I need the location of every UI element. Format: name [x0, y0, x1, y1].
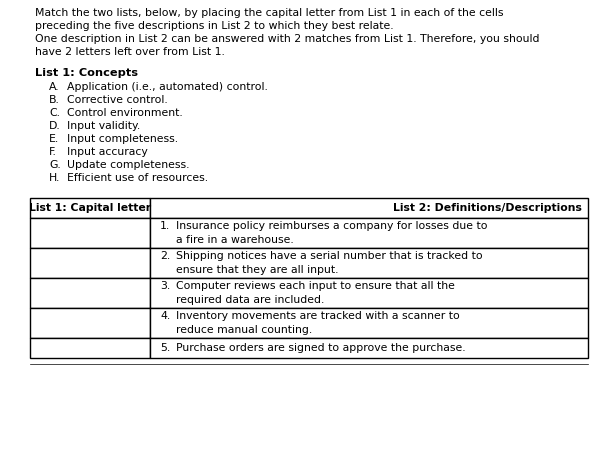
Bar	[30, 248, 150, 278]
Bar	[30, 338, 150, 358]
Bar	[30, 308, 150, 338]
Bar	[150, 198, 588, 218]
Text: Purchase orders are signed to approve the purchase.: Purchase orders are signed to approve th…	[176, 343, 466, 353]
Text: have 2 letters left over from List 1.: have 2 letters left over from List 1.	[35, 47, 225, 57]
Text: D.: D.	[49, 121, 61, 131]
Text: H.: H.	[49, 173, 60, 183]
Text: reduce manual counting.: reduce manual counting.	[176, 325, 312, 335]
Text: Application (i.e., automated) control.: Application (i.e., automated) control.	[67, 82, 268, 92]
Text: F.: F.	[49, 147, 57, 157]
Bar	[150, 278, 588, 308]
Text: 4.: 4.	[160, 311, 170, 321]
Text: 2.: 2.	[160, 251, 170, 261]
Text: required data are included.: required data are included.	[176, 295, 324, 305]
Text: a fire in a warehouse.: a fire in a warehouse.	[176, 235, 294, 245]
Text: List 1: Concepts: List 1: Concepts	[35, 68, 138, 78]
Bar	[150, 338, 588, 358]
Text: One description in List 2 can be answered with 2 matches from List 1. Therefore,: One description in List 2 can be answere…	[35, 34, 539, 44]
Text: preceding the five descriptions in List 2 to which they best relate.: preceding the five descriptions in List …	[35, 21, 394, 31]
Text: Inventory movements are tracked with a scanner to: Inventory movements are tracked with a s…	[176, 311, 460, 321]
Text: Control environment.: Control environment.	[67, 108, 183, 118]
Bar	[30, 278, 150, 308]
Text: Efficient use of resources.: Efficient use of resources.	[67, 173, 208, 183]
Text: List 2: Definitions/Descriptions: List 2: Definitions/Descriptions	[393, 203, 582, 213]
Text: Match the two lists, below, by placing the capital letter from List 1 in each of: Match the two lists, below, by placing t…	[35, 8, 503, 18]
Text: A.: A.	[49, 82, 59, 92]
Text: E.: E.	[49, 134, 59, 144]
Bar	[150, 248, 588, 278]
Text: Input completeness.: Input completeness.	[67, 134, 178, 144]
Text: B.: B.	[49, 95, 60, 105]
Text: ensure that they are all input.: ensure that they are all input.	[176, 265, 338, 275]
Text: List 1: Capital letter: List 1: Capital letter	[29, 203, 151, 213]
Text: G.: G.	[49, 160, 61, 170]
Text: Computer reviews each input to ensure that all the: Computer reviews each input to ensure th…	[176, 281, 455, 291]
Bar	[30, 218, 150, 248]
Bar	[150, 218, 588, 248]
Text: 1.: 1.	[160, 221, 170, 231]
Text: Corrective control.: Corrective control.	[67, 95, 168, 105]
Text: Insurance policy reimburses a company for losses due to: Insurance policy reimburses a company fo…	[176, 221, 487, 231]
Bar	[150, 308, 588, 338]
Text: 5.: 5.	[160, 343, 170, 353]
Bar	[30, 198, 150, 218]
Text: Update completeness.: Update completeness.	[67, 160, 189, 170]
Text: Input validity.: Input validity.	[67, 121, 140, 131]
Text: C.: C.	[49, 108, 60, 118]
Text: Shipping notices have a serial number that is tracked to: Shipping notices have a serial number th…	[176, 251, 482, 261]
Text: Input accuracy: Input accuracy	[67, 147, 148, 157]
Text: 3.: 3.	[160, 281, 170, 291]
